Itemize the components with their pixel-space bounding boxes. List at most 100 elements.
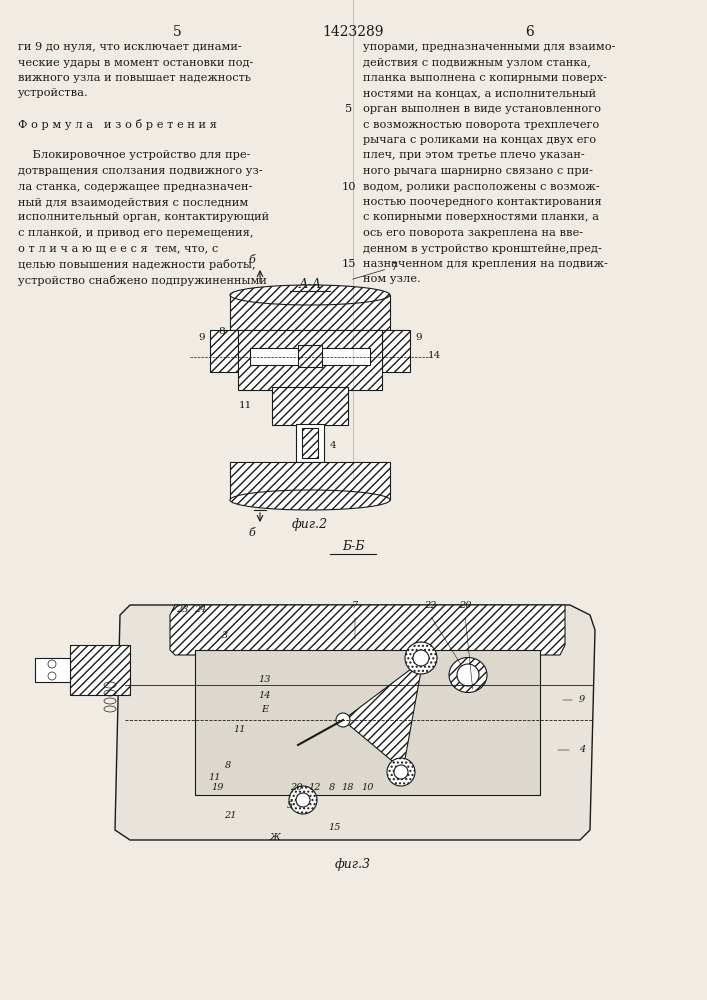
Text: 9: 9 <box>199 334 205 342</box>
Text: 4: 4 <box>330 440 337 450</box>
Text: о т л и ч а ю щ е е с я  тем, что, с: о т л и ч а ю щ е е с я тем, что, с <box>18 243 218 253</box>
Text: ностями на концах, а исполнительный: ностями на концах, а исполнительный <box>363 89 596 99</box>
Ellipse shape <box>387 758 415 786</box>
Bar <box>302 428 318 458</box>
Text: б: б <box>249 255 255 265</box>
Text: 11: 11 <box>239 400 252 410</box>
Text: 23: 23 <box>176 605 188 614</box>
Text: 21: 21 <box>223 810 236 820</box>
Text: планка выполнена с копирными поверх-: планка выполнена с копирными поверх- <box>363 73 607 83</box>
Text: 12: 12 <box>309 784 321 792</box>
Text: плеч, при этом третье плечо указан-: плеч, при этом третье плечо указан- <box>363 150 585 160</box>
Ellipse shape <box>48 660 56 668</box>
Text: 14: 14 <box>259 690 271 700</box>
Text: назначенном для крепления на подвиж-: назначенном для крепления на подвиж- <box>363 259 608 269</box>
Text: дотвращения сползания подвижного уз-: дотвращения сползания подвижного уз- <box>18 166 262 176</box>
Text: E: E <box>262 706 269 714</box>
Text: Б-Б: Б-Б <box>341 540 364 554</box>
Text: ги 9 до нуля, что исключает динами-: ги 9 до нуля, что исключает динами- <box>18 42 242 52</box>
Bar <box>70 645 130 695</box>
Bar <box>250 348 370 365</box>
Text: А-А: А-А <box>298 277 322 290</box>
Text: ла станка, содержащее предназначен-: ла станка, содержащее предназначен- <box>18 182 252 192</box>
Text: ось его поворота закреплена на вве-: ось его поворота закреплена на вве- <box>363 228 583 238</box>
Bar <box>298 345 322 367</box>
Polygon shape <box>115 605 595 840</box>
Text: 1423289: 1423289 <box>322 25 384 39</box>
Text: исполнительный орган, контактирующий: исполнительный орган, контактирующий <box>18 213 269 223</box>
Text: 10: 10 <box>362 784 374 792</box>
Text: действия с подвижным узлом станка,: действия с подвижным узлом станка, <box>363 57 591 68</box>
Text: Блокировочное устройство для пре-: Блокировочное устройство для пре- <box>18 150 250 160</box>
Text: 15: 15 <box>329 824 341 832</box>
Text: 7: 7 <box>352 600 358 609</box>
Ellipse shape <box>394 765 408 779</box>
Text: 10: 10 <box>341 182 356 192</box>
Polygon shape <box>343 660 423 770</box>
Text: 3: 3 <box>222 631 228 640</box>
Text: 14: 14 <box>428 351 441 360</box>
Text: 20: 20 <box>459 600 472 609</box>
Text: вижного узла и повышает надежность: вижного узла и повышает надежность <box>18 73 251 83</box>
Bar <box>230 462 390 500</box>
Text: 8: 8 <box>329 784 335 792</box>
Text: водом, ролики расположены с возмож-: водом, ролики расположены с возмож- <box>363 182 600 192</box>
Ellipse shape <box>449 658 487 692</box>
Text: 18: 18 <box>341 784 354 792</box>
Ellipse shape <box>48 672 56 680</box>
Text: с возможностью поворота трехплечего: с возможностью поворота трехплечего <box>363 119 600 129</box>
Ellipse shape <box>457 664 479 686</box>
Text: 11: 11 <box>234 726 246 734</box>
Text: ного рычага шарнирно связано с при-: ного рычага шарнирно связано с при- <box>363 166 593 176</box>
Text: 5: 5 <box>346 104 353 114</box>
Bar <box>230 295 390 330</box>
Text: 13: 13 <box>259 676 271 684</box>
Text: 22: 22 <box>423 600 436 609</box>
Bar <box>195 650 540 795</box>
Text: 8: 8 <box>225 760 231 770</box>
Ellipse shape <box>413 650 429 666</box>
Ellipse shape <box>230 285 390 305</box>
Text: устройства.: устройства. <box>18 89 89 99</box>
Text: целью повышения надежности работы,: целью повышения надежности работы, <box>18 259 256 270</box>
Text: денном в устройство кронштейне,пред-: денном в устройство кронштейне,пред- <box>363 243 602 253</box>
Text: 5: 5 <box>287 800 293 810</box>
Polygon shape <box>170 605 565 655</box>
Text: 24: 24 <box>194 605 206 614</box>
Text: 9: 9 <box>579 696 585 704</box>
Ellipse shape <box>230 490 390 510</box>
Bar <box>296 424 324 462</box>
Text: Ф о р м у л а   и з о б р е т е н и я: Ф о р м у л а и з о б р е т е н и я <box>18 119 217 130</box>
Text: орган выполнен в виде установленного: орган выполнен в виде установленного <box>363 104 601 114</box>
Text: б: б <box>249 528 255 538</box>
Text: 20: 20 <box>290 784 303 792</box>
Ellipse shape <box>336 713 350 727</box>
Text: устройство снабжено подпружиненными: устройство снабжено подпружиненными <box>18 274 267 286</box>
Bar <box>35 658 70 682</box>
Text: ческие удары в момент остановки под-: ческие удары в момент остановки под- <box>18 57 253 68</box>
Text: 15: 15 <box>341 259 356 269</box>
Ellipse shape <box>405 642 437 674</box>
Bar <box>382 330 410 372</box>
Text: 9: 9 <box>415 334 421 342</box>
Text: фиг.2: фиг.2 <box>292 518 328 531</box>
Bar <box>272 387 348 425</box>
Text: 5: 5 <box>173 25 182 39</box>
Bar <box>210 330 238 372</box>
Text: с планкой, и привод его перемещения,: с планкой, и привод его перемещения, <box>18 228 254 238</box>
Text: 4: 4 <box>579 746 585 754</box>
Ellipse shape <box>296 793 310 807</box>
Text: ный для взаимодействия с последним: ный для взаимодействия с последним <box>18 197 248 207</box>
Text: 11: 11 <box>209 774 221 782</box>
Text: рычага с роликами на концах двух его: рычага с роликами на концах двух его <box>363 135 596 145</box>
Text: 6: 6 <box>525 25 534 39</box>
Text: фиг.3: фиг.3 <box>335 858 371 871</box>
Text: ном узле.: ном узле. <box>363 274 421 284</box>
Text: 7: 7 <box>353 262 397 279</box>
Text: упорами, предназначенными для взаимо-: упорами, предназначенными для взаимо- <box>363 42 616 52</box>
Text: Ж: Ж <box>269 834 281 842</box>
Text: 19: 19 <box>212 784 224 792</box>
Bar <box>238 330 382 390</box>
Text: ностью поочередного контактирования: ностью поочередного контактирования <box>363 197 602 207</box>
Ellipse shape <box>289 786 317 814</box>
